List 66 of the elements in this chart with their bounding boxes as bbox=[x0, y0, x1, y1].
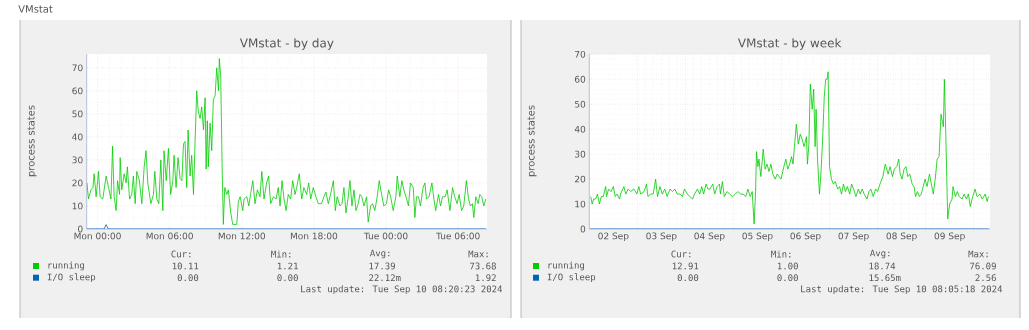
y-tick-label: 40 bbox=[72, 133, 83, 141]
x-tick-label: 04 Sep bbox=[694, 232, 725, 242]
text: 10.11 bbox=[172, 262, 199, 270]
y-tick-label: 60 bbox=[574, 75, 586, 83]
x-tick-label: Tue 00:00 bbox=[363, 232, 408, 240]
x-tick-label: 05 Sep bbox=[742, 232, 773, 242]
x-tick-label: 06 Sep bbox=[790, 232, 821, 242]
y-tick-label: 70 bbox=[575, 50, 586, 58]
text: Avg: bbox=[369, 249, 390, 259]
text: 0.00 bbox=[677, 274, 699, 282]
y-tick-label: 0 bbox=[580, 225, 586, 233]
text: Cur: bbox=[171, 250, 191, 258]
text: 1.00 bbox=[777, 262, 798, 270]
x-tick-label: 03 Sep bbox=[646, 232, 677, 242]
text: 0.00 bbox=[277, 274, 298, 282]
y-axis-title: process states bbox=[27, 105, 37, 177]
legend-label: I/O sleep bbox=[547, 273, 596, 283]
legend-label: running bbox=[48, 261, 84, 271]
text: Avg: bbox=[869, 249, 890, 259]
text: 0.00 bbox=[177, 274, 199, 282]
text: VMstat bbox=[18, 5, 53, 13]
x-tick-label: Mon 18:00 bbox=[290, 232, 338, 240]
text: 12.91 bbox=[672, 262, 699, 270]
text: Min: bbox=[271, 250, 291, 258]
y-axis-title: process states bbox=[527, 105, 537, 177]
x-tick-label: 07 Sep bbox=[838, 232, 869, 242]
chart-title: VMstat - by day bbox=[239, 38, 334, 50]
y-tick-label: 30 bbox=[72, 156, 83, 164]
x-tick-label: Mon 00:00 bbox=[74, 232, 121, 240]
text: 15.65m bbox=[869, 274, 901, 282]
y-tick-label: 60 bbox=[72, 87, 83, 95]
x-tick-label: Tue 06:00 bbox=[436, 232, 480, 240]
text: 2.56 bbox=[975, 274, 996, 282]
y-tick-label: 50 bbox=[72, 110, 83, 118]
text: Cur: bbox=[671, 250, 691, 258]
y-tick-label: 20 bbox=[574, 175, 586, 183]
text: 73.68 bbox=[470, 262, 496, 270]
text: 1.21 bbox=[277, 262, 298, 270]
y-tick-label: 40 bbox=[574, 125, 586, 133]
legend-label: I/O sleep bbox=[47, 273, 96, 283]
text: 0.00 bbox=[777, 274, 798, 282]
y-tick-label: 50 bbox=[575, 100, 586, 108]
text: 76.09 bbox=[970, 262, 996, 270]
chart-title: VMstat - by week bbox=[737, 38, 842, 50]
text: Last update: Tue Sep 10 08:20:23 2024 bbox=[301, 285, 503, 295]
x-tick-label: Mon 12:00 bbox=[218, 232, 266, 240]
y-tick-label: 20 bbox=[72, 179, 83, 187]
y-tick-label: 70 bbox=[72, 64, 83, 72]
text: 17.39 bbox=[369, 262, 395, 270]
x-tick-label: 09 Sep bbox=[934, 232, 965, 242]
x-tick-label: 02 Sep bbox=[598, 232, 629, 242]
text: Min: bbox=[771, 250, 791, 258]
text: 22.12m bbox=[369, 274, 401, 282]
line-series bbox=[86, 58, 487, 225]
y-tick-label: 30 bbox=[575, 150, 586, 158]
y-tick-label: 0 bbox=[78, 225, 83, 233]
text: Max: bbox=[468, 250, 488, 258]
legend-label: running bbox=[548, 261, 584, 271]
text: Max: bbox=[968, 250, 988, 258]
text: 18.74 bbox=[869, 262, 896, 270]
x-tick-label: 08 Sep bbox=[886, 232, 917, 242]
text: Last update: Tue Sep 10 08:05:18 2024 bbox=[801, 285, 1003, 295]
x-tick-label: Mon 06:00 bbox=[146, 232, 193, 240]
y-tick-label: 10 bbox=[72, 202, 83, 210]
text: 1.92 bbox=[475, 274, 496, 282]
y-tick-label: 10 bbox=[575, 200, 586, 208]
